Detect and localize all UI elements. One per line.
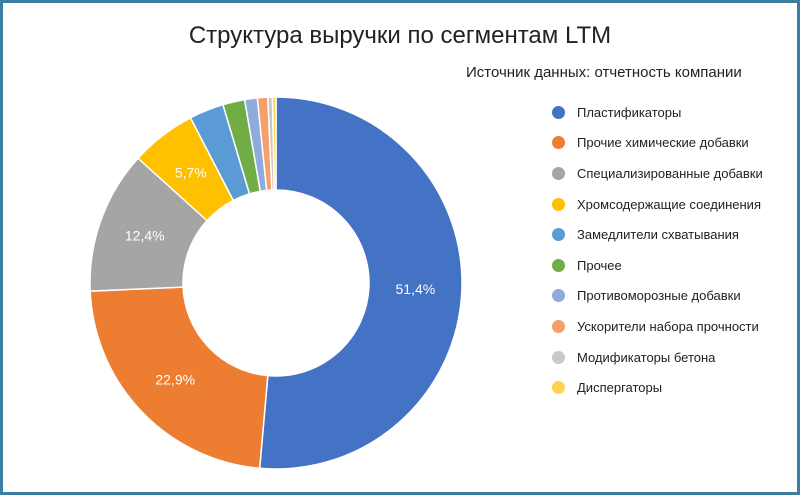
- legend-label: Замедлители схватывания: [577, 227, 739, 243]
- chart-title: Структура выручки по сегментам LTM: [188, 22, 612, 49]
- legend-item: Модификаторы бетона: [552, 342, 763, 373]
- legend-label: Хромсодержащие соединения: [577, 196, 761, 212]
- legend-item: Противоморозные добавки: [552, 281, 763, 312]
- legend-swatch: [552, 350, 565, 364]
- legend-label: Ускорители набора прочности: [577, 318, 759, 334]
- legend-swatch: [552, 166, 565, 180]
- legend-label: Диспергаторы: [577, 380, 663, 396]
- donut-slice-9: [271, 96, 277, 191]
- donut-slice-1: [89, 286, 269, 470]
- legend-item: Хромсодержащие соединения: [552, 189, 763, 220]
- legend-swatch: [552, 381, 565, 395]
- chart-legend: Пластификаторы Прочие химические добавки С…: [552, 97, 763, 403]
- legend-label: Противоморозные добавки: [577, 288, 741, 304]
- legend-swatch: [552, 136, 565, 150]
- legend-item: Прочее: [552, 250, 763, 281]
- legend-label: Прочие химические добавки: [577, 135, 749, 151]
- legend-swatch: [552, 289, 565, 303]
- legend-item: Прочие химические добавки: [552, 128, 763, 159]
- slice-data-label-2: 12,4%: [125, 228, 165, 244]
- legend-swatch: [552, 197, 565, 211]
- legend-label: Специализированные добавки: [577, 165, 763, 181]
- legend-item: Ускорители набора прочности: [552, 311, 763, 342]
- legend-item: Диспергаторы: [552, 372, 763, 403]
- legend-item: Специализированные добавки: [552, 158, 763, 189]
- legend-label: Пластификаторы: [577, 104, 682, 120]
- legend-swatch: [552, 228, 565, 242]
- legend-item: Замедлители схватывания: [552, 219, 763, 250]
- legend-label: Модификаторы бетона: [577, 349, 716, 365]
- chart-subtitle: Источник данных: отчетность компании: [466, 64, 742, 81]
- legend-label: Прочее: [577, 257, 622, 273]
- slice-data-label-1: 22,9%: [155, 371, 195, 387]
- legend-item: Пластификаторы: [552, 97, 763, 128]
- donut-slice-0: [258, 96, 463, 470]
- slice-data-label-0: 51,4%: [396, 281, 436, 297]
- slice-data-label-3: 5,7%: [175, 165, 207, 181]
- legend-swatch: [552, 319, 565, 333]
- legend-swatch: [552, 258, 565, 272]
- legend-swatch: [552, 105, 565, 119]
